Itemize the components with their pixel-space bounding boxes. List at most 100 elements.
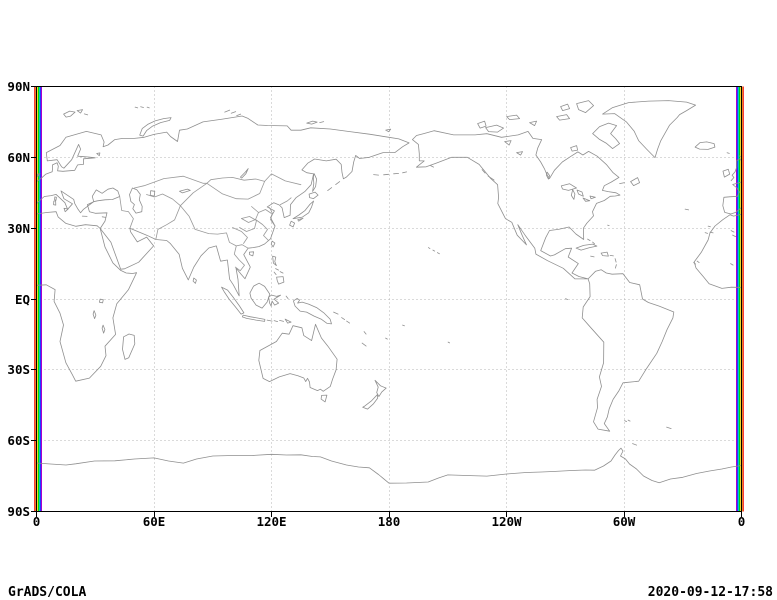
right-color-stripe [737,86,738,512]
hainan [249,251,254,257]
madagascar [122,333,136,360]
tasmania [320,394,328,403]
right-color-stripe [740,86,741,512]
new-zealand [362,379,387,410]
sakhalin [312,173,317,192]
border-iraq-turkey [119,196,134,229]
lake-ladoga [96,152,101,157]
right-color-stripe [743,86,744,512]
map-frame [36,86,742,512]
north-america-coast [412,130,621,280]
left-color-stripe [40,86,41,512]
left-color-stripe [37,86,38,512]
great-britain-left-fragment [36,173,41,177]
border-indochina [233,245,245,272]
nw-africa-coast [693,213,742,289]
antarctic-islands [632,443,637,446]
y-axis-label: 60S [7,433,30,449]
china-provinces-3 [232,227,248,244]
sri-lanka [192,277,197,284]
greenland [602,100,696,158]
aleutian-islands [373,171,407,176]
sardinia [53,200,57,206]
sicily [63,207,69,213]
canadian-lakes [504,140,550,180]
china-provinces-5 [241,218,256,223]
china-provinces-4 [258,209,272,214]
pacific-coast-islands [430,165,495,181]
sumatra [221,286,245,315]
iceland [694,141,716,150]
atlantic-islands [607,208,736,266]
border-mongolia-south [206,181,265,200]
japan [289,191,319,228]
grid-lines [36,86,742,512]
aral-sea [149,190,156,197]
philippines [272,255,285,285]
x-axis-label: 60E [142,513,166,529]
right-color-stripe [738,86,739,512]
country-borders [119,173,302,272]
antarctica-coast [36,447,742,484]
y-axis-label: 30N [7,220,30,236]
black-sea [91,187,121,203]
canadian-arctic-islands [477,100,594,152]
x-axis-label: 60W [612,513,636,529]
china-provinces-6 [269,207,276,227]
kuril-islands [327,181,341,191]
china-provinces-2 [239,216,257,232]
right-color-stripe [739,86,740,512]
border-central-asia [146,193,181,207]
border-iran-afghan [155,205,181,240]
newfoundland [619,177,640,186]
x-axis-label: 120W [491,513,522,529]
caribbean-islands [575,238,617,269]
novaya-zemlya [139,117,172,137]
sulawesi [268,294,289,307]
south-america-coast [581,269,675,432]
y-axis-label: EQ [14,291,30,307]
y-axis-label: 60N [7,149,30,165]
coastlines [36,100,742,484]
african-lakes [92,298,106,334]
x-axis-label: 120E [256,513,287,529]
x-axis-label: 0 [737,513,746,529]
baffin-island [592,122,620,149]
borneo [249,282,271,309]
footer-app-name: GrADS/COLA [8,585,87,600]
cyprus [101,216,107,218]
eurasia-coast [36,115,410,297]
great-britain-fragment [730,158,742,182]
iberia-france-coast [722,181,742,215]
caspian-sea [129,187,143,214]
right-color-stripe [736,86,737,512]
africa-coast [36,211,137,382]
new-siberian-islands [306,120,325,125]
x-axis-label: 180 [377,513,401,529]
footer-timestamp: 2020-09-12-17:58 [647,585,773,600]
australia [258,323,338,392]
border-korea [279,197,292,205]
great-lakes [560,183,596,202]
taiwan [270,240,276,248]
y-axis-label: 90N [7,79,30,94]
severnaya-zemlya [224,109,242,116]
right-color-stripe [742,86,743,512]
franz-josef-land [134,106,150,109]
axis-ticks [31,86,742,517]
shetland [738,155,742,158]
ireland [722,168,731,178]
y-axis-label: 90S [7,504,30,519]
border-russia-south [134,173,302,189]
falklands-sgeorgia [624,419,672,429]
y-axis-label: 30S [7,362,30,378]
lake-baikal [240,168,249,179]
corsica [54,196,57,201]
java [242,314,292,324]
left-color-stripe [41,86,42,512]
lake-balkhash [179,188,191,194]
svalbard [63,109,89,118]
x-axis-label: 0 [32,513,41,529]
